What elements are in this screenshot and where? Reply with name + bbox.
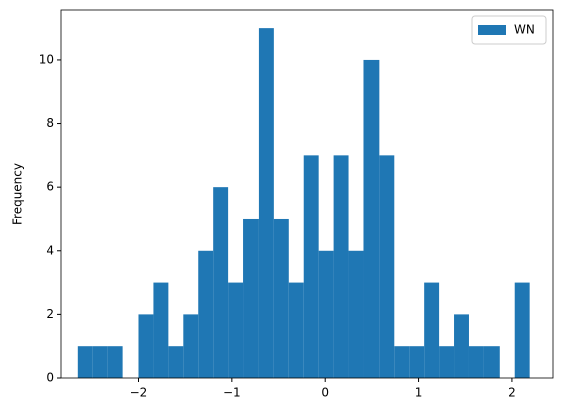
y-tick-label: 8 xyxy=(46,116,54,130)
bar xyxy=(318,250,334,378)
bar xyxy=(409,346,425,378)
bar xyxy=(303,155,319,378)
bar xyxy=(198,250,214,378)
x-tick-label: 2 xyxy=(508,386,516,400)
bar xyxy=(273,218,289,378)
bar xyxy=(258,28,274,379)
bar xyxy=(92,346,108,378)
bar xyxy=(514,282,530,378)
x-tick-label: 1 xyxy=(415,386,423,400)
y-tick-label: 10 xyxy=(39,52,54,66)
y-tick-label: 2 xyxy=(46,307,54,321)
bar xyxy=(348,250,364,378)
y-axis-label: Frequency xyxy=(11,163,25,225)
x-tick-label: −2 xyxy=(130,386,148,400)
bar xyxy=(439,346,455,378)
bar xyxy=(379,155,395,378)
bar xyxy=(107,346,123,378)
x-tick-label: 0 xyxy=(321,386,329,400)
bar xyxy=(168,346,184,378)
legend-swatch xyxy=(478,25,506,35)
bar xyxy=(138,314,154,378)
bar xyxy=(468,346,484,378)
bar xyxy=(394,346,410,378)
bar xyxy=(483,346,500,378)
bar xyxy=(228,282,244,378)
bar xyxy=(153,282,169,378)
axes-frame xyxy=(60,9,554,379)
y-tick-label: 6 xyxy=(46,180,54,194)
bar xyxy=(77,346,93,378)
bar xyxy=(213,187,229,378)
y-tick-label: 0 xyxy=(46,371,54,385)
bar xyxy=(243,218,259,378)
legend-label: WN xyxy=(514,23,535,37)
bar xyxy=(333,155,349,378)
bar xyxy=(183,314,199,378)
bar xyxy=(454,314,469,378)
x-tick-label: −1 xyxy=(223,386,241,400)
bar xyxy=(363,59,380,379)
y-tick-label: 4 xyxy=(46,243,54,257)
legend-box xyxy=(471,15,547,45)
bar xyxy=(288,282,304,378)
bar xyxy=(424,282,440,378)
